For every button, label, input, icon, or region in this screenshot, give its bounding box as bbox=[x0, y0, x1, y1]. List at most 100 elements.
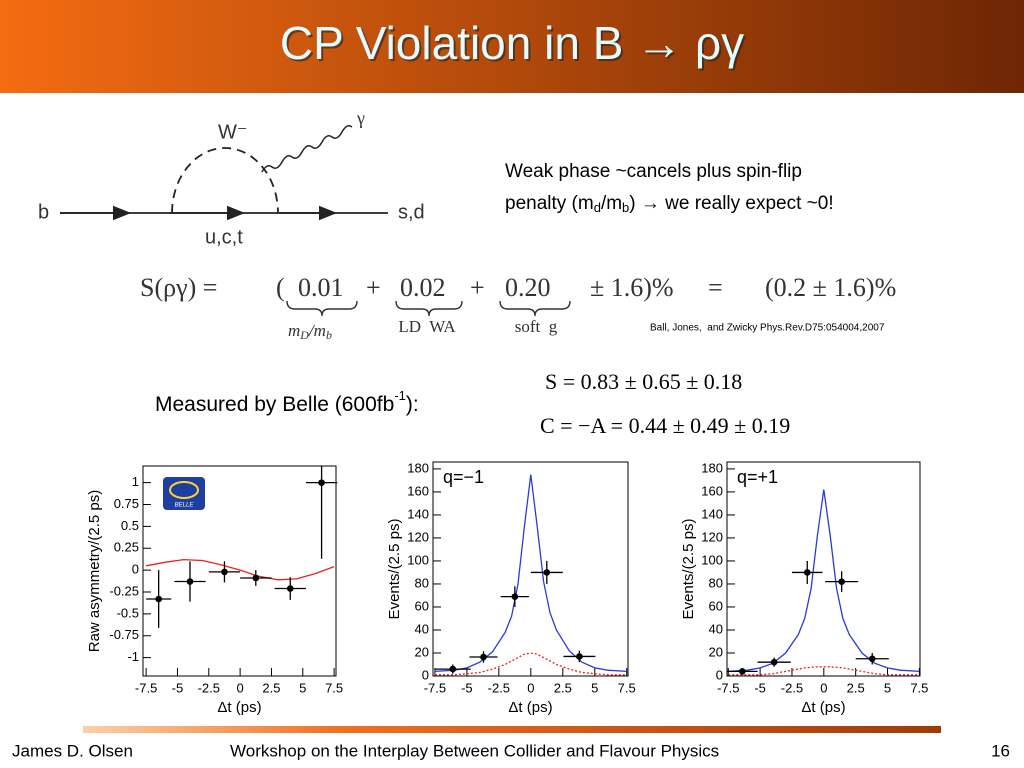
y-tick-label: 20 bbox=[415, 644, 429, 659]
brace-part: m bbox=[288, 321, 300, 340]
data-point bbox=[803, 569, 811, 576]
y-tick-label: 80 bbox=[709, 575, 723, 590]
footer-page: 16 bbox=[991, 741, 1010, 760]
feynman-diagram bbox=[60, 125, 388, 221]
note-sub: d bbox=[594, 200, 601, 215]
plot-frame bbox=[432, 461, 629, 677]
y-tick-label: 140 bbox=[701, 506, 723, 521]
x-tick-label: 2.5 bbox=[847, 680, 865, 695]
header-band bbox=[0, 0, 1024, 93]
data-point bbox=[221, 568, 228, 576]
brace-sub: D bbox=[299, 328, 309, 342]
charts: -7.5 -5 -2.5 0 2.5 5 7.5 -1 -0.75 -0.5 -0.25 0 0.25 0… bbox=[86, 460, 928, 716]
eq-term: 0.02 bbox=[400, 273, 446, 302]
data-point bbox=[543, 569, 551, 576]
measured-c: C = −A = 0.44 ± 0.49 ± 0.19 bbox=[540, 413, 790, 438]
plot-frame bbox=[726, 461, 921, 677]
title-shadow: CP Violation in B → ργ bbox=[282, 19, 746, 71]
note-part: /m bbox=[601, 193, 622, 214]
measured-label: Measured by Belle (600fb-1): bbox=[155, 388, 419, 415]
x-tick-label: 5 bbox=[884, 680, 891, 695]
y-tick-label: 160 bbox=[701, 483, 723, 498]
note-part: ) → we really expect ~0! bbox=[629, 193, 833, 214]
data-point bbox=[576, 653, 583, 660]
y-tick-label: 180 bbox=[701, 460, 723, 475]
y-tick-label: -0.25 bbox=[109, 583, 139, 598]
y-axis-label: Events/(2.5 ps) bbox=[680, 519, 697, 620]
x-axis-label: Δt (ps) bbox=[217, 699, 261, 716]
note-line: Weak phase ~cancels plus spin-flip bbox=[505, 161, 802, 182]
x-tick-label: 7.5 bbox=[618, 680, 636, 695]
logo-text: BELLE bbox=[175, 503, 195, 509]
y-tick-label: 180 bbox=[407, 460, 429, 475]
y-tick-label: -0.5 bbox=[117, 605, 139, 620]
note-part: penalty (m bbox=[505, 193, 594, 214]
measured-part: ): bbox=[406, 393, 419, 416]
eq-open: ( bbox=[276, 273, 285, 302]
brace-label: LD WA bbox=[398, 317, 456, 336]
x-tick-label: -2.5 bbox=[781, 680, 803, 695]
y-axis-label: Events/(2.5 ps) bbox=[386, 519, 403, 620]
footer-event: Workshop on the Interplay Between Collid… bbox=[230, 741, 719, 760]
x-tick-label: 0 bbox=[820, 680, 827, 695]
y-axis-label: Raw asymmetry/(2.5 ps) bbox=[86, 490, 103, 653]
x-tick-label: 2.5 bbox=[554, 680, 572, 695]
annotation: q=+1 bbox=[737, 467, 778, 487]
y-tick-label: 0 bbox=[132, 562, 139, 577]
y-tick-label: -0.75 bbox=[109, 627, 139, 642]
x-tick-label: -5 bbox=[461, 680, 473, 695]
y-tick-label: -1 bbox=[127, 649, 139, 664]
y-tick-label: 120 bbox=[701, 529, 723, 544]
x-axis-label: Δt (ps) bbox=[801, 699, 845, 716]
eq-plus: + bbox=[366, 273, 381, 302]
data-point bbox=[838, 578, 845, 585]
diagram-label: W⁻ bbox=[218, 121, 247, 143]
x-tick-label: 0 bbox=[527, 680, 534, 695]
note-line: penalty (md/mb) → we really expect ~0! bbox=[505, 193, 834, 215]
footer-author: James D. Olsen bbox=[12, 741, 133, 760]
logo-swoosh bbox=[169, 481, 199, 499]
y-tick-label: 120 bbox=[407, 529, 429, 544]
data-point bbox=[252, 574, 260, 582]
footer-rule bbox=[83, 726, 941, 733]
x-tick-label: -5 bbox=[172, 680, 184, 695]
x-tick-label: 7.5 bbox=[325, 680, 343, 695]
x-tick-label: 5 bbox=[299, 680, 306, 695]
y-tick-label: 40 bbox=[415, 621, 429, 636]
data-point bbox=[318, 479, 325, 486]
measured-part: Measured by Belle (600fb bbox=[155, 393, 394, 416]
x-tick-label: 0 bbox=[237, 680, 244, 695]
eq-plus: + bbox=[470, 273, 485, 302]
fit-curve bbox=[434, 474, 627, 673]
eq-term: 0.01 bbox=[298, 273, 344, 302]
y-tick-label: 60 bbox=[415, 598, 429, 613]
y-tick-label: 1 bbox=[132, 474, 139, 489]
y-tick-label: 0.5 bbox=[121, 518, 139, 533]
data-point bbox=[868, 655, 876, 663]
fit-curve bbox=[434, 652, 627, 676]
eq-lhs: S(ργ) = bbox=[140, 273, 217, 302]
measured-s: S = 0.83 ± 0.65 ± 0.18 bbox=[545, 369, 742, 394]
x-tick-label: -7.5 bbox=[717, 680, 739, 695]
x-tick-label: -2.5 bbox=[488, 680, 510, 695]
brace-label: mD/mb bbox=[288, 321, 332, 342]
x-axis-label: Δt (ps) bbox=[508, 699, 552, 716]
y-tick-label: 0.75 bbox=[114, 496, 139, 511]
x-tick-label: 5 bbox=[591, 680, 598, 695]
fit-curve bbox=[728, 666, 920, 676]
brace-sub: b bbox=[326, 328, 332, 342]
underbraces bbox=[286, 300, 571, 317]
y-tick-label: 100 bbox=[701, 552, 723, 567]
data-point bbox=[286, 585, 294, 592]
data-point bbox=[186, 578, 194, 585]
brace-label: soft g bbox=[515, 317, 558, 336]
x-tick-label: -5 bbox=[754, 680, 766, 695]
diagram-label: s,d bbox=[398, 201, 425, 223]
y-tick-label: 20 bbox=[709, 644, 723, 659]
data-point bbox=[480, 653, 487, 661]
eq-term: 0.20 bbox=[505, 273, 551, 302]
data-point bbox=[770, 658, 778, 666]
eq-error: ± 1.6)% bbox=[590, 273, 674, 302]
eq-result: (0.2 ± 1.6)% bbox=[765, 273, 896, 302]
